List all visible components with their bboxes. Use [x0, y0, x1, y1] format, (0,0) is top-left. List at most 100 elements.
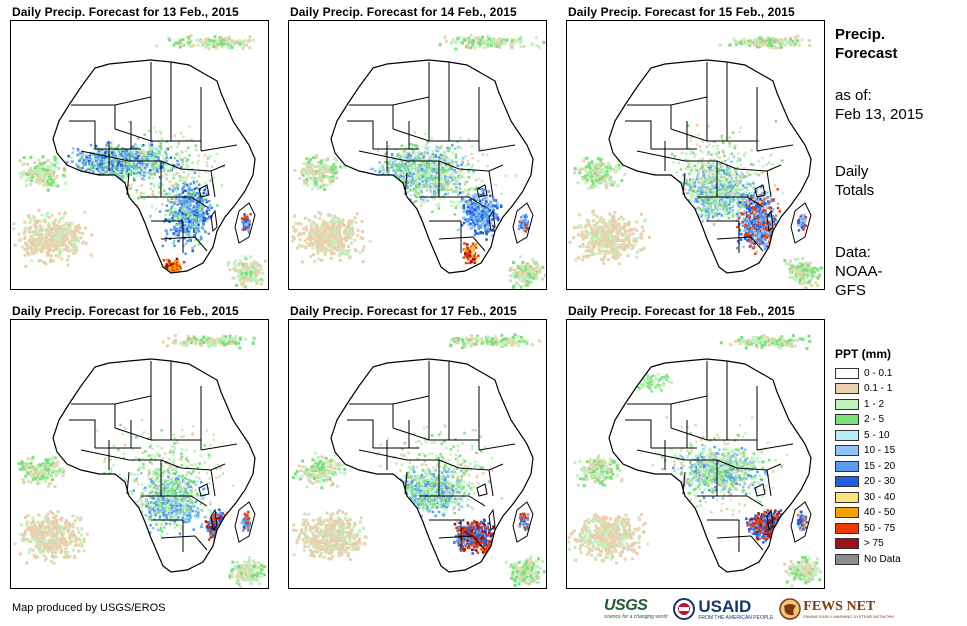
ocean-precip: [12, 34, 267, 289]
legend-swatch: [835, 398, 859, 410]
legend-item: 15 - 20: [835, 460, 895, 472]
legend-swatch: [835, 367, 859, 379]
legend-swatch: [835, 522, 859, 534]
usaid-logo: USAID FROM THE AMERICAN PEOPLE: [698, 598, 773, 621]
panel-title-17-feb: Daily Precip. Forecast for 17 Feb., 2015: [290, 304, 517, 318]
country-borders: [52, 358, 256, 573]
country-borders: [608, 358, 812, 573]
legend-label: 15 - 20: [864, 460, 896, 472]
legend-title: PPT (mm): [835, 347, 892, 361]
fews-logo-text: FEWS NET: [803, 598, 876, 614]
ocean-precip: [568, 34, 824, 289]
panel-title-18-feb: Daily Precip. Forecast for 18 Feb., 2015: [568, 304, 795, 318]
legend-label: 10 - 15: [864, 445, 896, 456]
as-of-date: as of: Feb 13, 2015: [835, 86, 923, 124]
panel-title-14-feb: Daily Precip. Forecast for 14 Feb., 2015: [290, 5, 517, 19]
legend-label: 20 - 30: [864, 476, 896, 487]
land-precip: [369, 131, 531, 265]
legend-item: No Data: [835, 553, 901, 565]
legend-item: 0.1 - 1: [835, 383, 892, 395]
map-panel-14-feb: [288, 20, 547, 290]
legend-label: > 75: [864, 538, 884, 549]
madagascar-precip: [796, 510, 809, 532]
legend-item: 20 - 30: [835, 476, 895, 488]
country-borders: [52, 59, 256, 274]
usaid-tagline: FROM THE AMERICAN PEOPLE: [698, 614, 774, 621]
panel-title-16-feb: Daily Precip. Forecast for 16 Feb., 2015: [12, 304, 239, 318]
agency-logos: USGS science for a changing world USAID …: [604, 594, 894, 624]
side-title-line2: Forecast: [835, 45, 898, 62]
data-source-line2: NOAA-: [835, 263, 883, 280]
madagascar-precip: [797, 213, 808, 232]
map-panel-18-feb: [566, 319, 825, 589]
usgs-logo-text: USGS: [604, 597, 648, 614]
legend-swatch: [835, 460, 859, 472]
legend-swatch: [835, 476, 859, 487]
legend-item: 1 - 2: [835, 398, 884, 410]
legend-swatch: [835, 383, 859, 394]
madagascar-precip: [240, 213, 252, 234]
legend-item: 30 - 40: [835, 491, 895, 503]
usgs-logo: USGS science for a changing world: [604, 597, 668, 621]
data-source-line3: GFS: [835, 282, 866, 299]
fews-tagline: FAMINE EARLY WARNING SYSTEMS NETWORK: [803, 613, 895, 619]
legend-label: 0.1 - 1: [864, 383, 893, 394]
daily-totals-line2: Totals: [835, 182, 875, 199]
legend-item: 5 - 10: [835, 429, 890, 441]
madagascar-precip: [517, 213, 530, 233]
side-title: Precip. Forecast: [835, 25, 898, 63]
precip-map-17-feb: [292, 333, 546, 587]
data-source: Data: NOAA- GFS: [835, 243, 883, 300]
country-borders: [330, 358, 534, 573]
legend-label: 50 - 75: [864, 522, 896, 534]
ocean-precip: [567, 333, 822, 588]
legend-item: 50 - 75: [835, 522, 895, 534]
precip-map-18-feb: [567, 333, 822, 588]
legend-label: 1 - 2: [864, 398, 885, 410]
precip-map-16-feb: [13, 334, 267, 588]
ocean-precip: [292, 333, 546, 587]
legend-swatch: [835, 538, 859, 549]
country-borders: [608, 59, 812, 274]
precip-map-15-feb: [568, 34, 824, 289]
map-panel-16-feb: [10, 319, 269, 589]
panel-title-13-feb: Daily Precip. Forecast for 13 Feb., 2015: [12, 5, 239, 19]
legend-label: 40 - 50: [864, 507, 896, 518]
ocean-precip: [13, 334, 267, 588]
as-of-value: Feb 13, 2015: [835, 106, 924, 123]
legend-item: 0 - 0.1: [835, 367, 892, 379]
map-panel-17-feb: [288, 319, 547, 589]
daily-totals-line1: Daily: [835, 163, 869, 180]
usaid-seal-icon: [673, 598, 696, 620]
usgs-tagline: science for a changing world: [604, 614, 668, 620]
side-title-line1: Precip.: [835, 26, 886, 43]
fews-net-logo: FEWS NET FAMINE EARLY WARNING SYSTEMS NE…: [779, 598, 894, 620]
africa-landmass: [53, 359, 255, 572]
legend-swatch: [835, 491, 859, 503]
fews-globe-icon: [779, 598, 802, 620]
legend-swatch: [835, 553, 859, 565]
ocean-precip: [291, 33, 546, 289]
precip-map-13-feb: [12, 34, 267, 289]
legend-item: 2 - 5: [835, 414, 884, 426]
madagascar-precip: [240, 510, 251, 532]
legend-label: 30 - 40: [864, 491, 896, 503]
usaid-logo-text: USAID: [698, 596, 752, 616]
legend-swatch: [835, 445, 859, 456]
map-panel-13-feb: [10, 20, 269, 290]
precip-map-14-feb: [291, 33, 546, 289]
madagascar-precip: [518, 512, 530, 531]
africa-landmass: [331, 359, 533, 572]
map-credit: Map produced by USGS/EROS: [12, 602, 166, 614]
legend-swatch: [835, 429, 859, 441]
legend-label: 2 - 5: [864, 414, 885, 425]
data-source-line1: Data:: [835, 244, 871, 261]
legend-item: 40 - 50: [835, 507, 895, 519]
land-precip: [375, 424, 532, 562]
daily-totals-label: Daily Totals: [835, 162, 874, 200]
legend-label: No Data: [864, 553, 901, 565]
legend-label: 0 - 0.1: [864, 367, 893, 379]
legend-swatch: [835, 414, 859, 425]
country-borders: [330, 59, 534, 274]
map-panel-15-feb: [566, 20, 825, 290]
